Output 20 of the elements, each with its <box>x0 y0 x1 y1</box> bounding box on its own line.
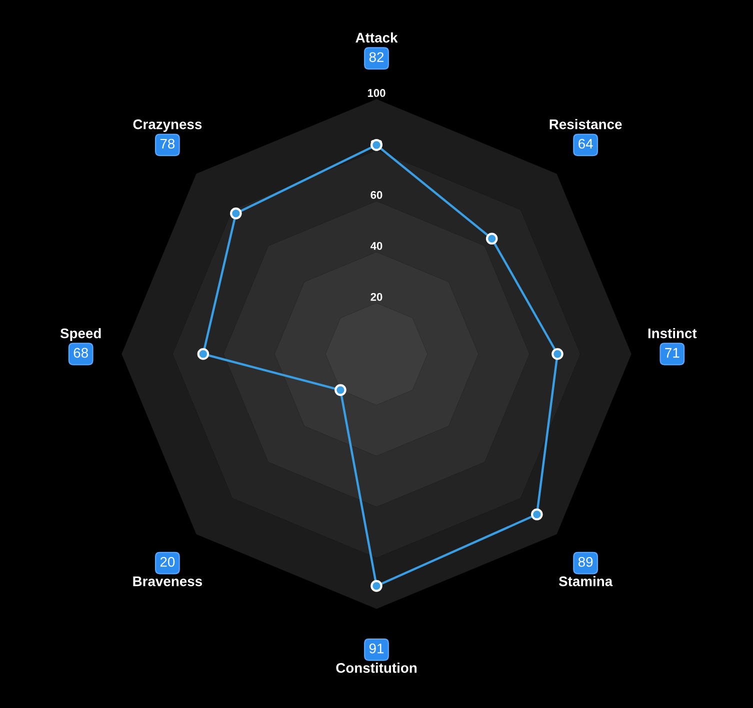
text: 82 <box>369 52 384 62</box>
spoke-label: Speed <box>60 328 101 342</box>
text: 89 <box>578 556 593 567</box>
text: 64 <box>578 138 593 149</box>
text: 68 <box>74 348 88 358</box>
spoke-label: Constitution <box>336 662 417 673</box>
text: 20 <box>160 556 175 567</box>
spoke-label: Crazyness <box>133 119 202 132</box>
spoke-label: Resistance <box>550 119 622 130</box>
spoke-label: Stamina <box>558 576 613 586</box>
spoke-label: Attack <box>356 32 398 43</box>
text: 91 <box>369 644 384 654</box>
text: 71 <box>665 348 680 358</box>
spoke-label: Instinct <box>648 328 697 338</box>
y-tick-label: 60 <box>370 191 382 199</box>
spoke-label: Braveness <box>133 576 202 586</box>
y-tick-label: 40 <box>370 242 382 250</box>
y-tick-label: 100 <box>368 89 386 97</box>
y-tick-label: 20 <box>370 292 382 301</box>
text: 78 <box>160 138 175 149</box>
